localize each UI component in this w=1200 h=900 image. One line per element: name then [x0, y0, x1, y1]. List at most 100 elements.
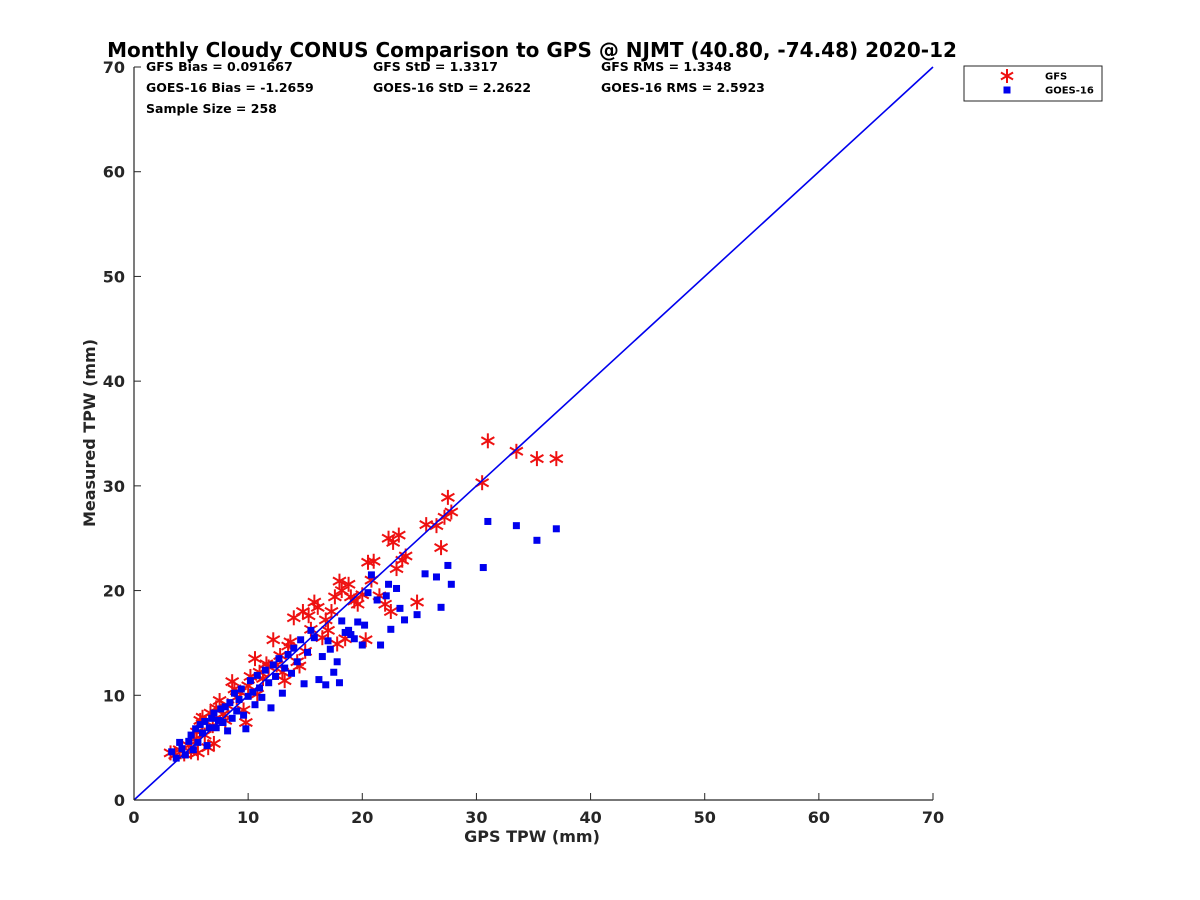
gfs-point — [529, 451, 544, 467]
legend-gfs-marker — [1000, 69, 1014, 83]
x-ticks: 0 10 20 30 40 50 60 70 — [128, 793, 944, 827]
goes16-point — [385, 580, 393, 588]
goes16-point — [203, 742, 211, 750]
x-tick-label: 60 — [808, 808, 830, 827]
y-tick-label: 70 — [103, 58, 125, 77]
gfs-point — [266, 632, 281, 648]
x-axis-label: GPS TPW (mm) — [464, 827, 600, 846]
x-tick-label: 20 — [351, 808, 373, 827]
goes16-point — [224, 727, 232, 735]
goes16-point — [210, 709, 218, 717]
goes16-point — [350, 635, 358, 643]
gfs-point — [341, 576, 356, 592]
gfs-point — [277, 673, 292, 689]
gfs-point — [327, 589, 342, 605]
series-goes-16 — [168, 517, 560, 762]
goes16-point — [364, 589, 372, 597]
goes16-point — [330, 668, 338, 676]
y-ticks: 0 10 20 30 40 50 60 70 — [103, 58, 141, 810]
x-tick-label: 70 — [922, 808, 944, 827]
goes16-point — [401, 616, 409, 624]
goes16-point — [393, 584, 401, 592]
goes16-point — [345, 626, 353, 634]
goes16-point — [240, 711, 248, 719]
goes16-point — [233, 707, 241, 715]
goes16-point — [354, 618, 362, 626]
goes16-point — [176, 738, 184, 746]
goes16-point — [338, 617, 346, 625]
goes16-point — [413, 611, 421, 619]
chart-title: Monthly Cloudy CONUS Comparison to GPS @… — [107, 38, 957, 62]
goes16-point — [322, 681, 330, 689]
stat-text: GOES-16 StD = 2.2622 — [373, 80, 531, 95]
goes16-point — [310, 634, 318, 642]
goes16-point — [230, 689, 238, 697]
x-tick-label: 40 — [579, 808, 601, 827]
goes16-point — [324, 637, 332, 645]
gfs-point — [444, 504, 459, 520]
goes16-point — [198, 729, 206, 737]
goes16-point — [267, 704, 275, 712]
axes — [133, 67, 933, 801]
gfs-point — [440, 489, 455, 505]
goes16-point — [396, 604, 404, 612]
goes16-point — [437, 603, 445, 611]
goes16-point — [300, 680, 308, 688]
goes16-point — [205, 724, 213, 732]
goes16-point — [172, 754, 180, 762]
goes16-point — [168, 748, 176, 756]
gfs-point — [383, 604, 398, 620]
x-tick-label: 0 — [128, 808, 139, 827]
goes16-point — [237, 685, 245, 693]
gfs-point — [247, 651, 262, 667]
gfs-point — [310, 599, 325, 615]
goes16-point — [187, 731, 195, 739]
goes16-point — [444, 561, 452, 569]
stat-text: GOES-16 RMS = 2.5923 — [601, 80, 765, 95]
legend: GFS GOES-16 — [963, 65, 1103, 102]
y-tick-label: 0 — [114, 791, 125, 810]
gfs-point — [434, 540, 449, 556]
goes16-point — [212, 724, 220, 732]
goes16-point — [307, 626, 315, 634]
goes16-point — [303, 648, 311, 656]
plot-area — [133, 66, 934, 801]
goes16-point — [297, 636, 305, 644]
goes16-point — [272, 672, 280, 680]
goes16-point — [382, 592, 390, 600]
y-tick-label: 10 — [103, 686, 125, 705]
goes16-point — [189, 746, 197, 754]
legend-box — [963, 65, 1103, 102]
goes16-point — [293, 658, 301, 666]
goes16-point — [258, 693, 266, 701]
gfs-point — [429, 518, 444, 534]
goes16-point — [275, 655, 283, 663]
stat-text: GFS StD = 1.3317 — [373, 59, 498, 74]
goes16-point — [361, 621, 369, 629]
gfs-point — [332, 573, 347, 589]
x-tick-label: 50 — [694, 808, 716, 827]
y-tick-label: 40 — [103, 372, 125, 391]
goes16-point — [219, 719, 227, 727]
gfs-point — [324, 604, 339, 620]
goes16-point — [387, 625, 395, 633]
gfs-point — [286, 610, 301, 626]
goes16-point — [221, 703, 229, 711]
goes16-point — [214, 716, 222, 724]
goes16-point — [479, 564, 487, 572]
goes16-point — [288, 669, 296, 677]
goes16-point — [373, 596, 381, 604]
goes16-point — [377, 641, 385, 649]
y-tick-label: 50 — [103, 267, 125, 286]
goes16-point — [367, 571, 375, 579]
goes16-point — [333, 658, 341, 666]
goes16-point — [235, 695, 243, 703]
legend-label: GFS — [1045, 72, 1067, 83]
goes16-point — [447, 580, 455, 588]
goes16-point — [226, 699, 234, 707]
goes16-point — [281, 664, 289, 672]
goes16-point — [552, 525, 560, 533]
gfs-point — [366, 553, 381, 569]
goes16-point — [185, 737, 193, 745]
